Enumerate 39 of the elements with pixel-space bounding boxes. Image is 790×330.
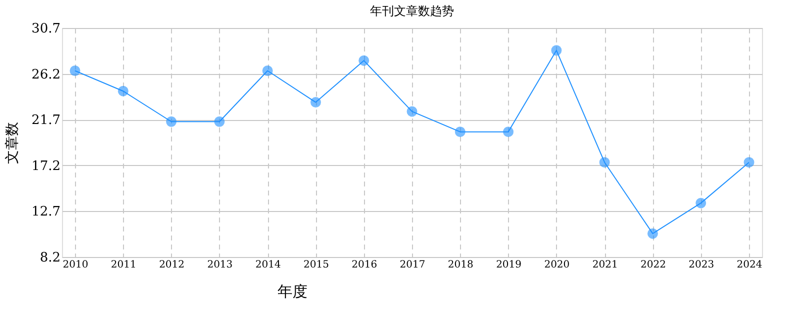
y-tick-label: 21.7 [32,113,60,128]
x-tick-label: 2013 [207,260,233,270]
chart-title: 年刊文章数趋势 [370,4,454,18]
point [262,66,273,76]
x-tick-label: 2010 [62,260,88,270]
y-axis-title: 文章数 [4,122,21,164]
point [503,126,514,138]
point [744,157,754,168]
x-tick-label: 2024 [736,260,762,270]
point [599,157,610,168]
x-tick-label: 2017 [400,260,426,270]
x-tick-label: 2011 [110,260,136,270]
point [214,116,225,127]
y-tick-label: 30.7 [32,22,60,36]
point [406,106,418,117]
point [454,126,466,138]
x-tick-label: 2020 [544,260,570,270]
point [118,86,128,96]
point [358,55,370,66]
point [696,198,706,208]
x-tick-label: 2015 [303,260,329,270]
y-tick-label: 8.2 [40,250,60,266]
point [310,97,321,108]
x-axis-title: 年度 [278,282,308,300]
x-tick-label: 2016 [352,260,378,270]
x-tick-label: 2022 [640,260,666,270]
x-tick-label: 2014 [255,260,281,270]
point [166,116,177,127]
x-tick-label: 2019 [496,260,522,270]
y-tick-label: 12.7 [32,204,60,220]
point [551,45,562,56]
x-tick-label: 2021 [592,260,618,270]
x-tick-label: 2023 [688,260,714,270]
x-tick-label: 2018 [448,260,474,270]
point [647,228,658,239]
y-tick-label: 17.2 [32,158,60,174]
x-tick-label: 2012 [159,260,185,270]
y-tick-label: 26.2 [32,67,60,82]
point [70,66,80,76]
